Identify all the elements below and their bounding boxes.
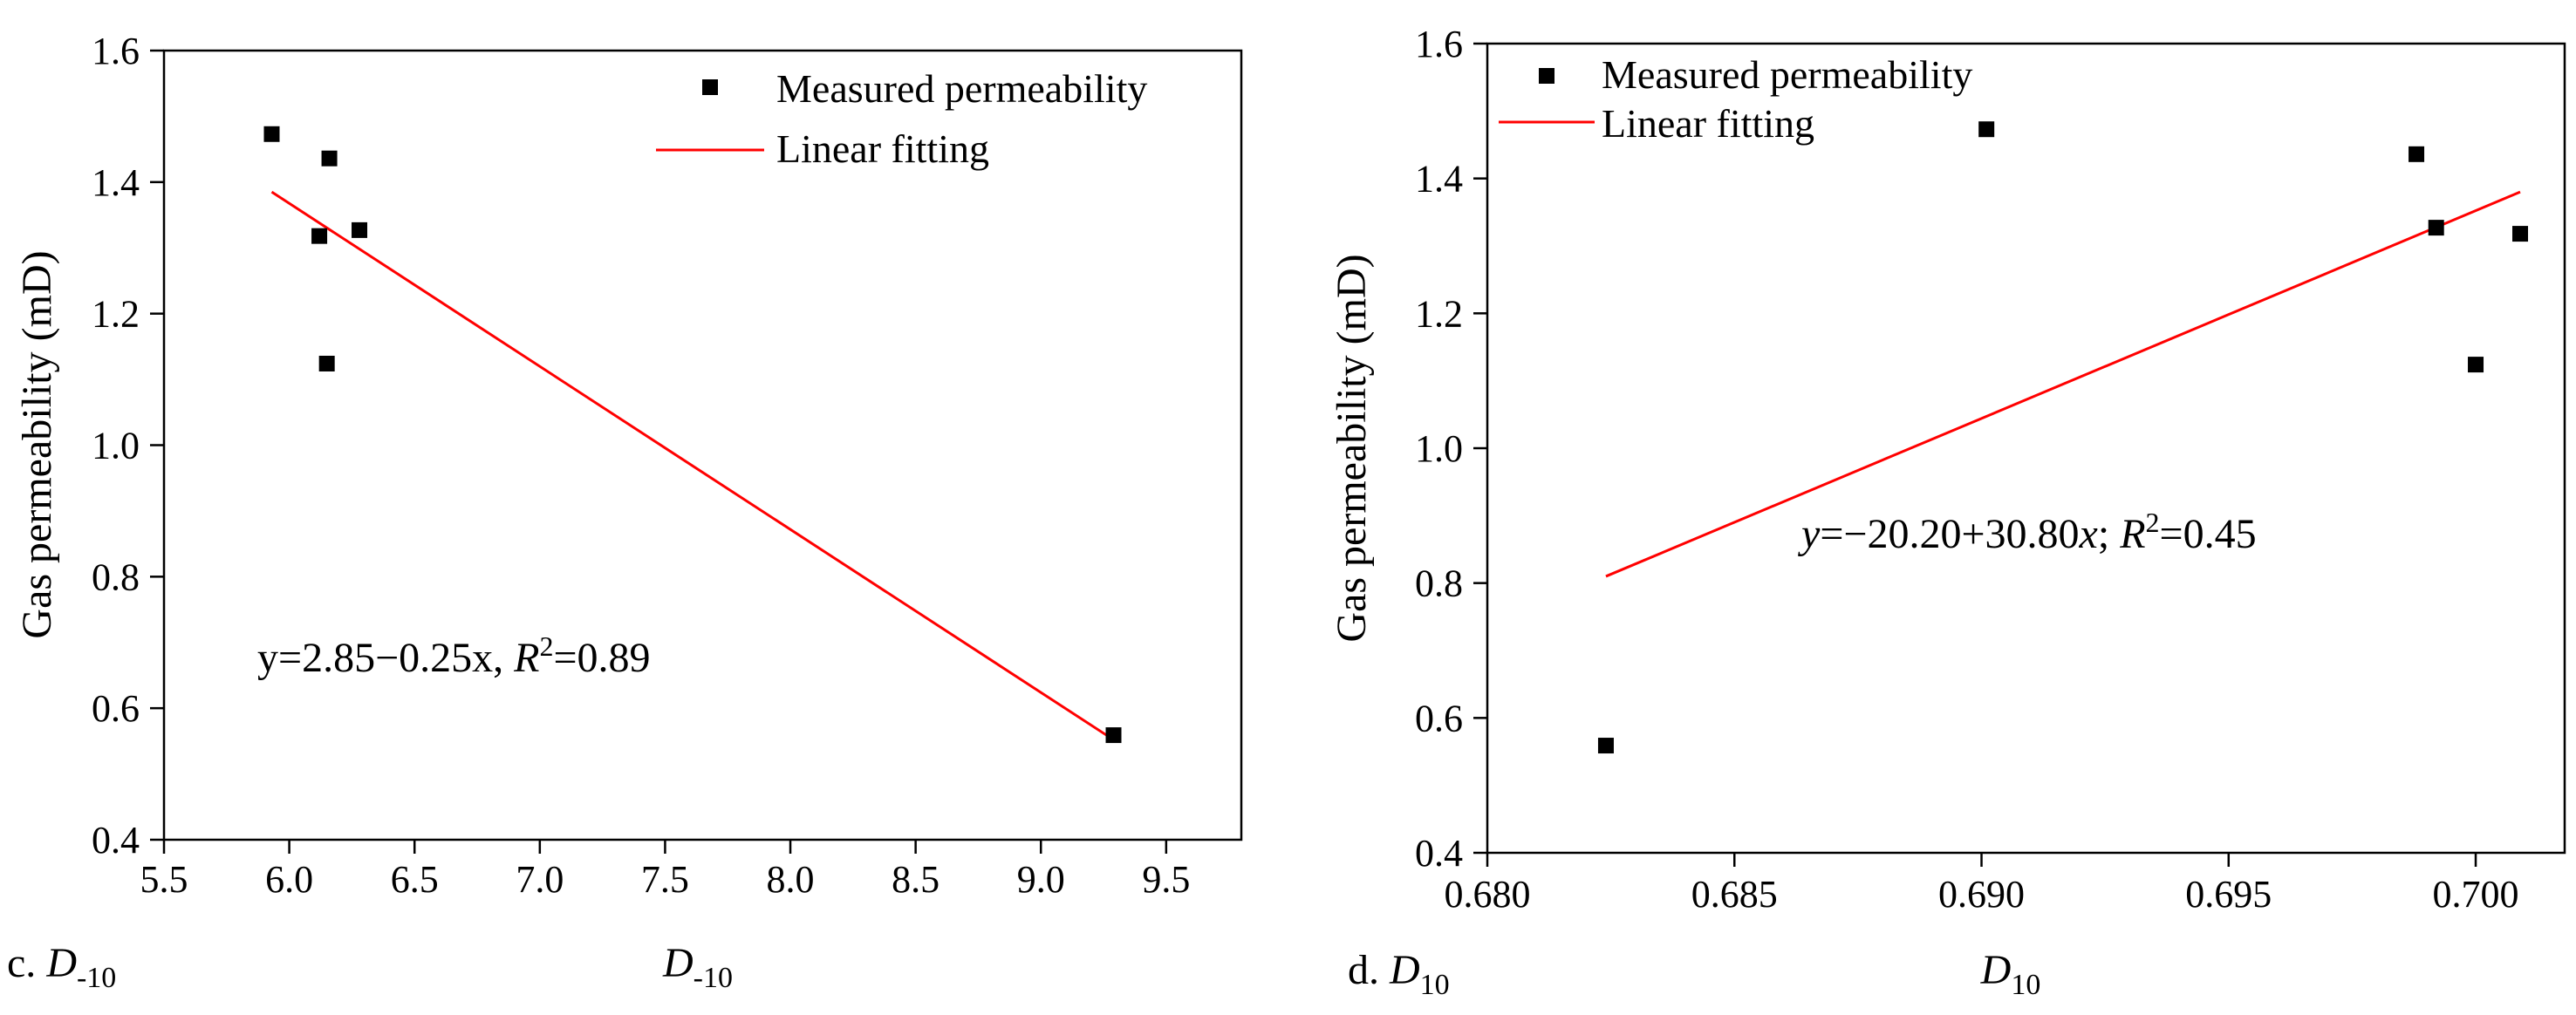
- data-point: [2512, 226, 2529, 242]
- panel-c-tag: c. D-10: [7, 940, 116, 994]
- x-tick-label: 0.700: [2433, 873, 2519, 916]
- legend-line-label: Linear fitting: [776, 126, 989, 171]
- data-point: [1105, 727, 1122, 744]
- panel-tag-symbol: D: [45, 940, 77, 986]
- panel-d-legend: Measured permeability Linear fitting: [1499, 52, 1972, 146]
- data-point: [321, 150, 338, 167]
- data-point: [263, 126, 280, 142]
- y-tick-label: 1.2: [92, 293, 140, 336]
- panel-c-x-axis-label: D-10: [662, 940, 733, 994]
- equation-prefix: y=2.85−0.25x,: [257, 635, 514, 681]
- panel-d-plot-frame: [1486, 42, 2566, 855]
- data-point: [1978, 121, 1995, 138]
- equation-suffix: =0.89: [553, 635, 650, 681]
- panel-tag-sub: -10: [77, 962, 116, 994]
- y-tick-label: 1.6: [92, 30, 140, 72]
- panel-d-y-ticks: 0.4 0.6 0.8 1.0 1.2 1.4 1.6: [1415, 23, 1487, 875]
- equation-mid: =−20.20+30.80: [1820, 511, 2079, 557]
- data-point: [2468, 357, 2484, 373]
- panel-d-y-axis-label: Gas permeability (mD): [1329, 254, 1375, 642]
- legend-points-label: Measured permeability: [776, 66, 1147, 111]
- panel-c-equation: y=2.85−0.25x, R2=0.89: [257, 630, 651, 681]
- y-tick-label: 1.0: [1415, 427, 1463, 470]
- panel-d-tag: d. D10: [1348, 947, 1450, 1001]
- y-tick-label: 0.6: [92, 687, 140, 730]
- panel-d-fit: [1605, 190, 2521, 578]
- legend-marker-icon: [702, 79, 718, 95]
- panel-d: 0.680 0.685 0.690 0.695 0.700 0.4 0.6 0.8 1.0 1.…: [1329, 23, 2566, 1001]
- panel-d-x-ticks: 0.680 0.685 0.690 0.695 0.700: [1445, 853, 2519, 916]
- y-tick-label: 0.4: [92, 819, 140, 862]
- panel-tag-letter: c.: [7, 940, 36, 986]
- x-tick-label: 5.5: [140, 858, 188, 901]
- linear-fit-line: [270, 190, 1115, 741]
- equation-x: x: [2079, 511, 2098, 557]
- y-tick-label: 0.8: [1415, 562, 1463, 605]
- y-tick-label: 1.4: [92, 161, 140, 204]
- data-point: [1597, 738, 1614, 754]
- panel-d-points: [1597, 121, 2529, 754]
- data-point: [2428, 220, 2444, 236]
- x-tick-label: 6.0: [265, 858, 313, 901]
- data-point: [2409, 146, 2425, 162]
- x-axis-label-symbol: D: [1980, 947, 2012, 993]
- y-tick-label: 1.2: [1415, 292, 1463, 335]
- x-tick-label: 0.680: [1445, 873, 1531, 916]
- panel-c-plot-frame: [162, 49, 1243, 841]
- y-tick-label: 1.4: [1415, 158, 1463, 201]
- panel-tag-sub: 10: [1420, 969, 1450, 1001]
- equation-sep: ;: [2098, 511, 2120, 557]
- equation-y: y: [1797, 511, 1821, 557]
- panel-c-y-ticks: 0.4 0.6 0.8 1.0 1.2 1.4 1.6: [92, 30, 164, 862]
- data-point: [318, 355, 335, 371]
- equation-suffix: =0.45: [2160, 511, 2257, 557]
- y-tick-label: 1.6: [1415, 23, 1463, 65]
- panel-tag-symbol: D: [1389, 947, 1420, 993]
- equation-sup: 2: [2146, 507, 2160, 538]
- panel-c-legend: Measured permeability Linear fitting: [656, 66, 1147, 171]
- panel-c-points: [263, 126, 1122, 744]
- x-tick-label: 0.695: [2185, 873, 2272, 916]
- equation-r: R: [513, 635, 539, 681]
- panel-d-equation: y=−20.20+30.80x; R2=0.45: [1797, 507, 2257, 557]
- y-tick-label: 0.8: [92, 555, 140, 598]
- x-tick-label: 7.5: [641, 858, 689, 901]
- x-tick-label: 6.5: [391, 858, 439, 901]
- y-tick-label: 1.0: [92, 425, 140, 467]
- equation-r: R: [2119, 511, 2145, 557]
- equation-sup: 2: [539, 630, 553, 662]
- y-tick-label: 0.6: [1415, 697, 1463, 739]
- linear-fit-line: [1605, 190, 2521, 578]
- x-axis-label-sub: -10: [694, 962, 733, 994]
- data-point: [352, 221, 368, 238]
- panel-c-x-ticks: 5.5 6.0 6.5 7.0 7.5 8.0 8.5 9.0 9.5: [140, 840, 1190, 901]
- panel-c-y-axis-label: Gas permeability (mD): [14, 250, 60, 638]
- panel-c-fit: [270, 190, 1115, 741]
- x-axis-label-sub: 10: [2011, 969, 2040, 1001]
- data-point: [311, 228, 328, 244]
- y-tick-label: 0.4: [1415, 832, 1463, 875]
- legend-line-label: Linear fitting: [1602, 101, 1814, 146]
- x-axis-label-symbol: D: [662, 940, 694, 986]
- panel-c: 5.5 6.0 6.5 7.0 7.5 8.0 8.5 9.0 9.5 0.4 0.6 0.8 1.0…: [7, 30, 1243, 994]
- x-tick-label: 9.5: [1142, 858, 1190, 901]
- x-tick-label: 7.0: [516, 858, 564, 901]
- x-tick-label: 8.5: [892, 858, 940, 901]
- panel-tag-letter: d.: [1348, 947, 1379, 993]
- x-tick-label: 9.0: [1017, 858, 1065, 901]
- x-tick-label: 0.685: [1691, 873, 1778, 916]
- x-tick-label: 0.690: [1938, 873, 2025, 916]
- panel-d-x-axis-label: D10: [1980, 947, 2041, 1001]
- x-tick-label: 8.0: [767, 858, 815, 901]
- legend-points-label: Measured permeability: [1602, 52, 1972, 97]
- legend-marker-icon: [1539, 68, 1554, 84]
